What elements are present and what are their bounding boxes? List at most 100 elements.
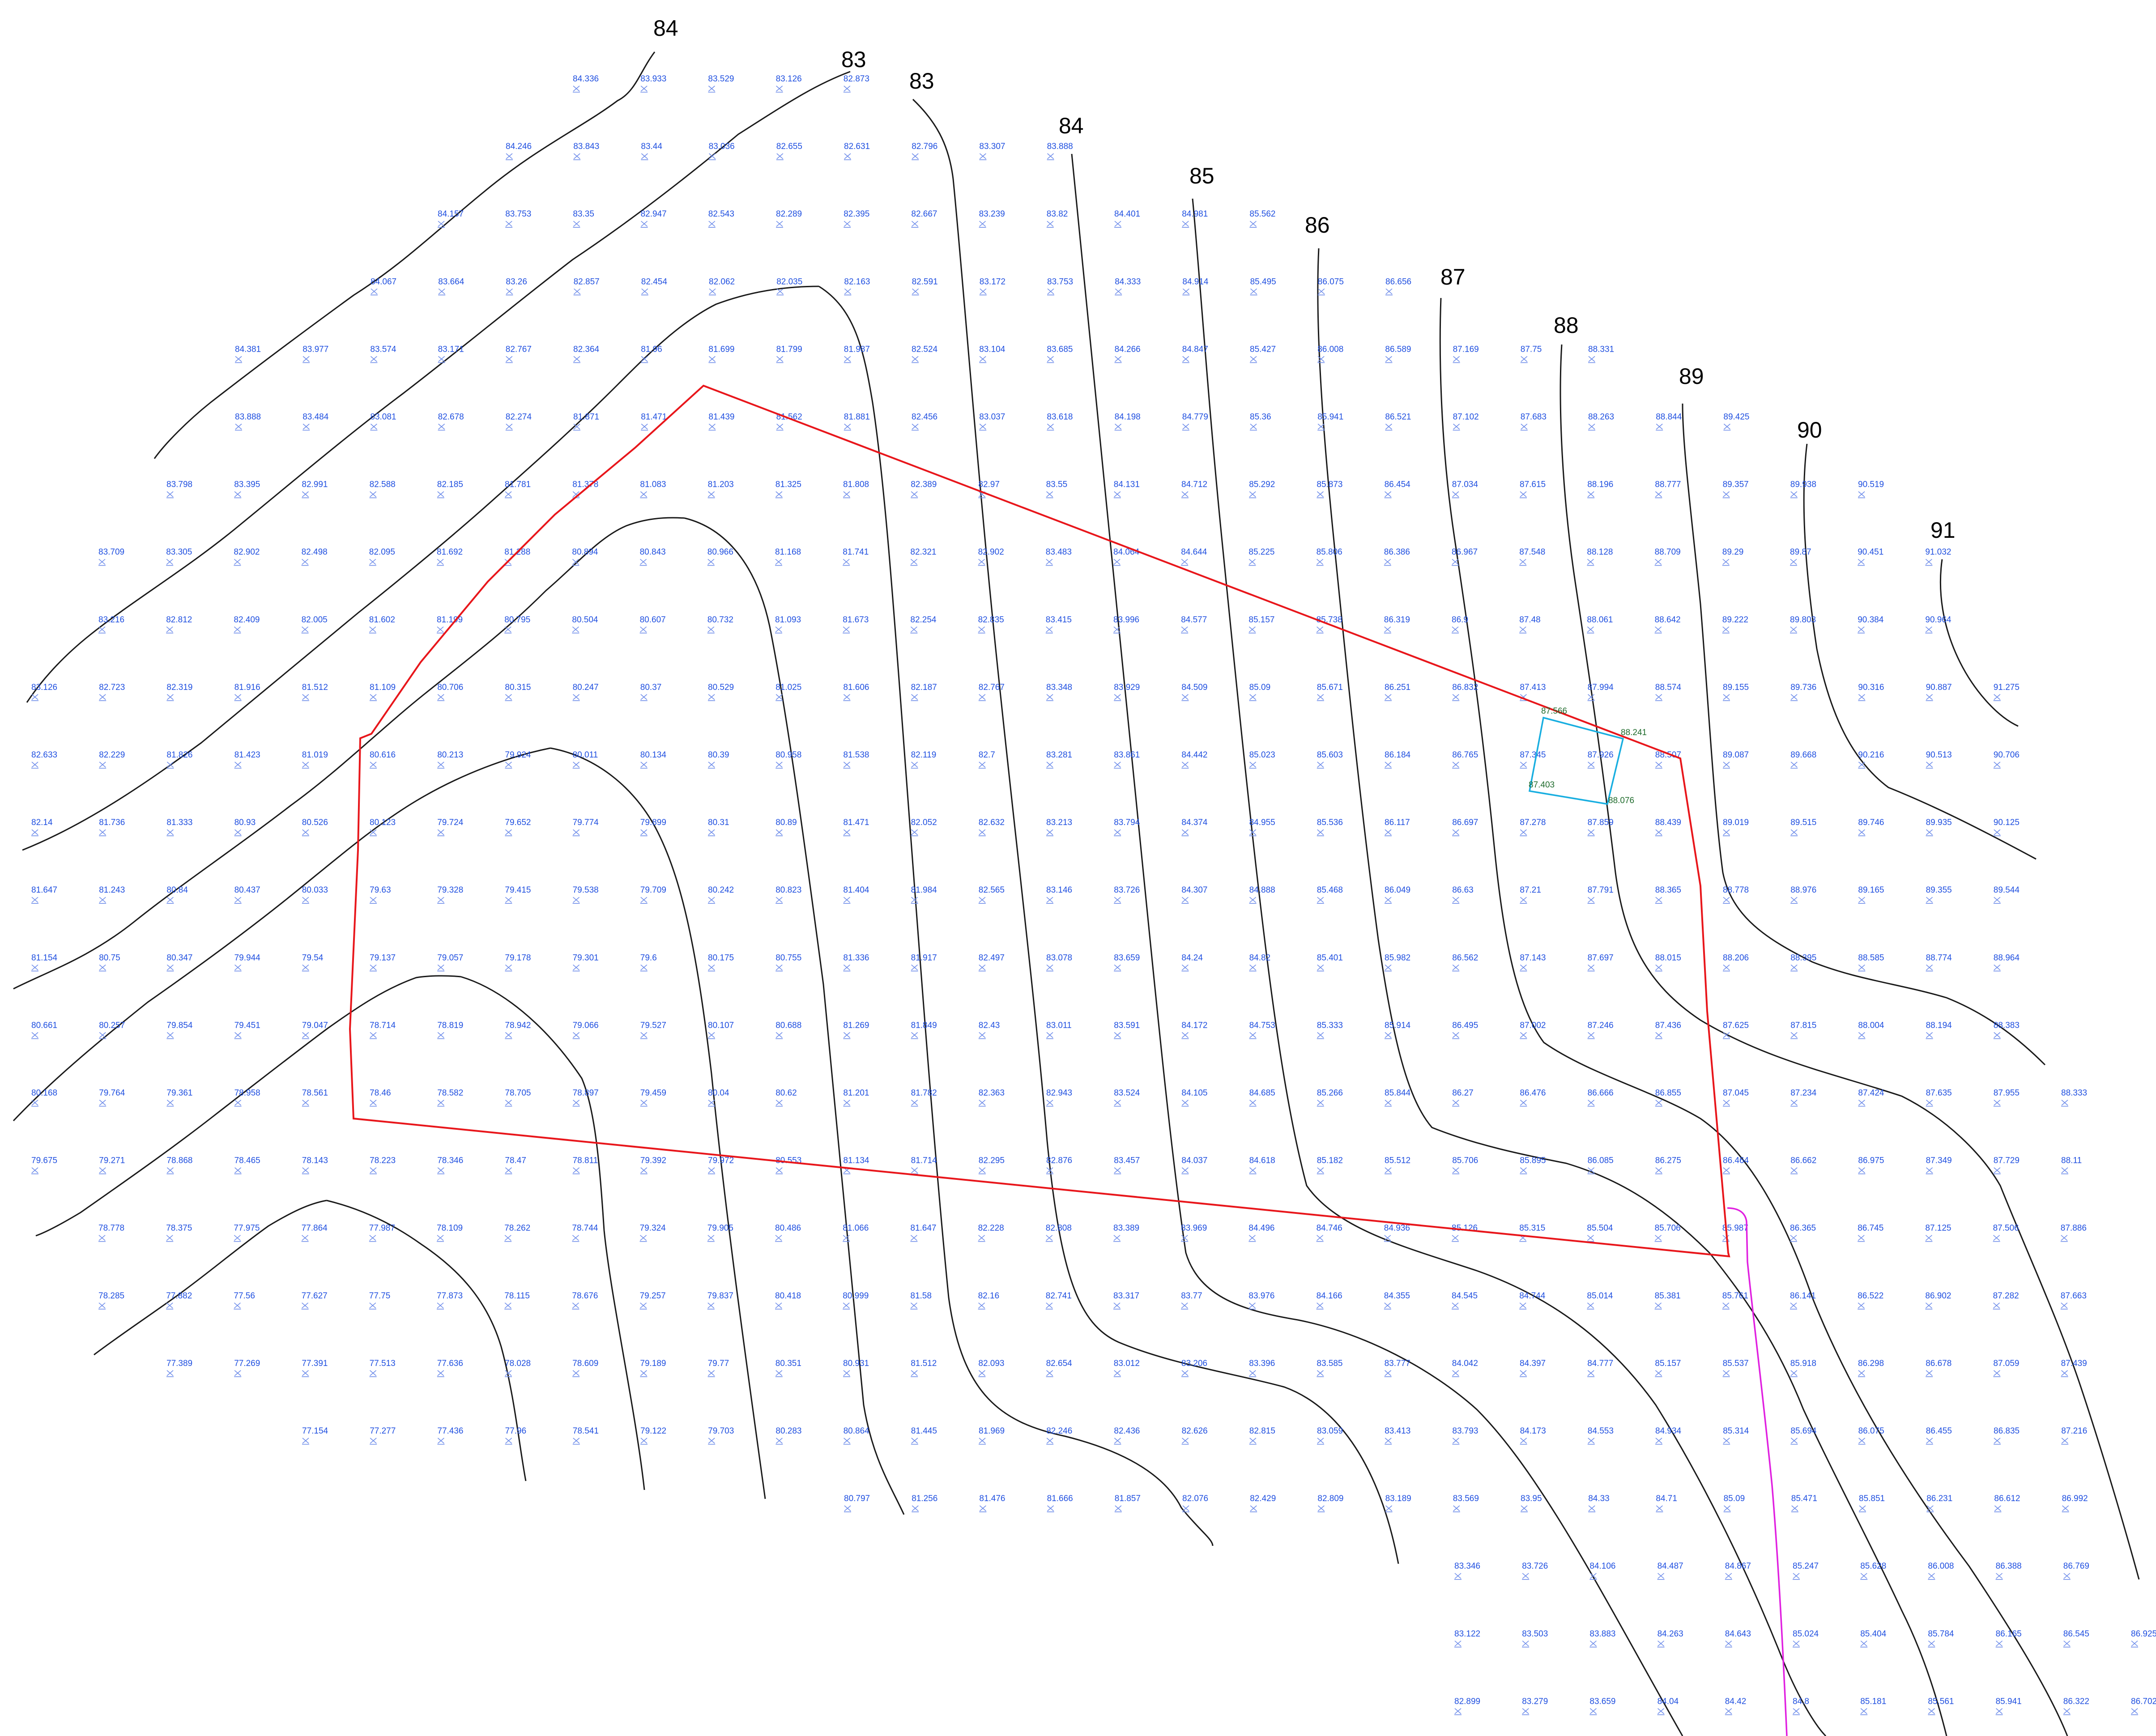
spot-height-marker-icon: [1860, 1708, 1868, 1715]
spot-height-marker-icon: [166, 1370, 174, 1377]
contour-line-83-east: [912, 98, 1399, 1564]
spot-height-label: 86.745: [1858, 1224, 1883, 1233]
spot-height-marker-icon: [1181, 762, 1189, 769]
spot-height-label: 82.524: [912, 345, 938, 354]
spot-height-marker-icon: [1453, 356, 1460, 363]
spot-height-label: 83.685: [1047, 345, 1073, 354]
spot-height-marker-icon: [31, 964, 38, 972]
spot-height-label: 85.333: [1317, 1021, 1343, 1030]
spot-height-marker-icon: [1790, 1370, 1798, 1377]
spot-height-label: 79.972: [708, 1156, 734, 1166]
spot-height-marker-icon: [1317, 964, 1324, 972]
spot-height-label: 81.243: [99, 885, 125, 895]
spot-height-marker-icon: [1722, 559, 1730, 566]
spot-height-label: 85.471: [1791, 1494, 1817, 1503]
spot-height-marker-icon: [166, 491, 174, 498]
spot-height-marker-icon: [776, 288, 784, 296]
spot-height-marker-icon: [505, 762, 512, 769]
spot-height-label: 84.172: [1181, 1021, 1207, 1030]
spot-height-label: 84.779: [1182, 413, 1208, 422]
spot-height-label: 81.602: [369, 615, 395, 625]
spot-height-label: 86.562: [1452, 953, 1478, 962]
spot-height-label: 89.155: [1723, 683, 1749, 692]
spot-height-marker-icon: [1317, 897, 1324, 904]
spot-height-label: 88.263: [1588, 413, 1614, 422]
spot-height-marker-icon: [1522, 1640, 1530, 1648]
spot-height-marker-icon: [1655, 1099, 1662, 1107]
spot-height-marker-icon: [1452, 626, 1459, 634]
spot-height-label: 79.057: [437, 953, 463, 962]
spot-height-marker-icon: [978, 897, 986, 904]
spot-height-label: 89.29: [1722, 548, 1744, 557]
spot-height-label: 80.347: [166, 953, 192, 962]
spot-height-marker-icon: [369, 1370, 377, 1377]
spot-height-label: 79.137: [370, 953, 396, 962]
spot-height-label: 88.439: [1655, 818, 1681, 827]
spot-height-label: 87.21: [1520, 885, 1541, 895]
spot-height-marker-icon: [1520, 1167, 1527, 1174]
spot-height-marker-icon: [775, 1438, 783, 1445]
spot-height-marker-icon: [1926, 1167, 1933, 1174]
spot-height-label: 81.471: [843, 818, 869, 827]
spot-height-marker-icon: [1993, 1235, 2000, 1242]
spot-height-marker-icon: [437, 1235, 444, 1242]
spot-height-marker-icon: [1926, 762, 1933, 769]
spot-height-label: 89.355: [1926, 885, 1952, 895]
spot-height-marker-icon: [234, 1032, 242, 1039]
spot-height-marker-icon: [1452, 762, 1460, 769]
spot-height-label: 84.173: [1520, 1426, 1546, 1436]
spot-height-marker-icon: [775, 491, 783, 498]
spot-height-label: 80.62: [775, 1089, 797, 1098]
spot-height-label: 82.321: [910, 548, 936, 557]
spot-height-label: 86.702: [2131, 1697, 2156, 1706]
spot-height-label: 90.706: [1994, 750, 2020, 760]
spot-height-label: 82.254: [910, 615, 937, 625]
spot-height-marker-icon: [1587, 1438, 1595, 1445]
spot-height-marker-icon: [640, 694, 648, 701]
spot-height-marker-icon: [437, 1032, 445, 1039]
spot-height-marker-icon: [1588, 356, 1595, 363]
spot-height-label: 81.423: [234, 750, 260, 760]
spot-height-marker-icon: [1656, 423, 1663, 431]
spot-height-marker-icon: [708, 153, 716, 160]
spot-height-marker-icon: [911, 1370, 918, 1377]
contour-line-90: [1803, 443, 2037, 860]
spot-height-marker-icon: [1587, 694, 1595, 701]
spot-height-label: 89.222: [1722, 615, 1748, 625]
spot-height-marker-icon: [1993, 762, 2001, 769]
spot-height-label: 80.242: [708, 885, 734, 895]
spot-height-label: 89.935: [1926, 818, 1952, 827]
spot-height-label: 83.037: [979, 413, 1005, 422]
spot-height-marker-icon: [301, 1302, 309, 1310]
spot-height-label: 78.705: [505, 1089, 531, 1098]
spot-height-marker-icon: [166, 897, 174, 904]
spot-height-label: 82.815: [1249, 1426, 1275, 1436]
spot-height-label: 89.515: [1790, 818, 1816, 827]
spot-height-label: 82.902: [234, 548, 260, 557]
spot-height-marker-icon: [1115, 288, 1122, 296]
spot-height-label: 81.826: [166, 750, 192, 760]
spot-height-marker-icon: [1384, 559, 1391, 566]
spot-height-marker-icon: [639, 559, 647, 566]
spot-height-label: 86.476: [1520, 1089, 1546, 1098]
spot-height-marker-icon: [911, 964, 918, 972]
spot-height-label: 85.468: [1317, 885, 1343, 895]
spot-height-marker-icon: [1993, 897, 2001, 904]
spot-height-label: 77.269: [234, 1359, 260, 1368]
spot-height-marker-icon: [1656, 1505, 1663, 1512]
spot-height-label: 84.746: [1317, 1224, 1342, 1233]
spot-height-label: 80.315: [505, 683, 531, 692]
spot-height-label: 84.381: [235, 345, 261, 354]
spot-height-label: 78.868: [166, 1156, 192, 1166]
spot-height-label: 80.931: [843, 1359, 869, 1368]
spot-height-marker-icon: [979, 153, 987, 160]
spot-height-marker-icon: [775, 897, 783, 904]
spot-height-label: 85.36: [1250, 413, 1271, 422]
spot-height-marker-icon: [235, 423, 242, 431]
spot-height-marker-icon: [639, 1302, 647, 1310]
spot-height-marker-icon: [572, 829, 580, 836]
spot-height-marker-icon: [437, 491, 444, 498]
spot-height-label: 83.484: [303, 413, 329, 422]
spot-height-marker-icon: [572, 1302, 579, 1310]
spot-height-marker-icon: [234, 897, 242, 904]
